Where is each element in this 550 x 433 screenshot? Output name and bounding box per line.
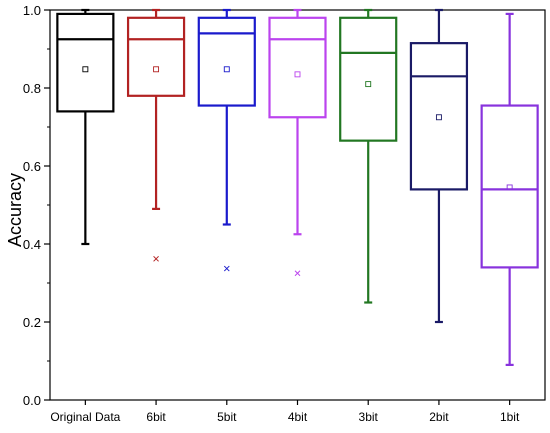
box-iqr xyxy=(339,16,398,142)
box-group-5bit xyxy=(197,8,256,272)
box-group-3bit xyxy=(339,8,398,304)
outlier-marker xyxy=(153,255,159,262)
box-group-6bit xyxy=(126,8,186,262)
box-group-original-data xyxy=(56,8,115,246)
mean-marker xyxy=(506,184,513,191)
box-iqr xyxy=(409,42,469,191)
mean-marker xyxy=(435,114,442,121)
y-tick-label: 0.4 xyxy=(23,237,41,252)
y-axis: 0.0 0.2 0.4 0.6 0.8 1.0 xyxy=(23,3,50,408)
x-tick-label: 6bit xyxy=(146,410,166,424)
x-tick-label: 2bit xyxy=(429,410,449,424)
x-tick-label: 4bit xyxy=(288,410,308,424)
mean-marker xyxy=(153,66,160,73)
outlier-marker xyxy=(294,270,301,277)
box-iqr xyxy=(268,16,327,119)
mean-marker xyxy=(294,71,301,78)
y-tick-label: 0.8 xyxy=(23,81,41,96)
outlier-marker xyxy=(223,265,230,272)
box-group-1bit xyxy=(480,12,539,366)
x-tick-label: 3bit xyxy=(359,410,379,424)
y-tick-label: 0.2 xyxy=(23,315,41,330)
y-tick-label: 0.0 xyxy=(23,393,41,408)
box-group-2bit xyxy=(409,8,469,324)
mean-marker xyxy=(82,66,89,73)
box-group-4bit xyxy=(268,8,327,277)
mean-marker xyxy=(365,81,372,88)
box-iqr xyxy=(480,104,539,269)
mean-marker xyxy=(223,66,230,73)
x-tick-label: Original Data xyxy=(50,410,120,424)
box-iqr xyxy=(56,12,115,113)
y-axis-title: Accuracy xyxy=(5,173,25,247)
boxes-layer xyxy=(56,8,539,366)
y-tick-label: 0.6 xyxy=(23,159,41,174)
x-axis: Original Data 6bit 5bit 4bit 3bit 2bit 1bit xyxy=(50,400,520,424)
box-iqr xyxy=(197,16,256,107)
box-iqr xyxy=(126,16,186,97)
x-tick-label: 5bit xyxy=(217,410,237,424)
y-tick-label: 1.0 xyxy=(23,3,41,18)
x-tick-label: 1bit xyxy=(500,410,520,424)
